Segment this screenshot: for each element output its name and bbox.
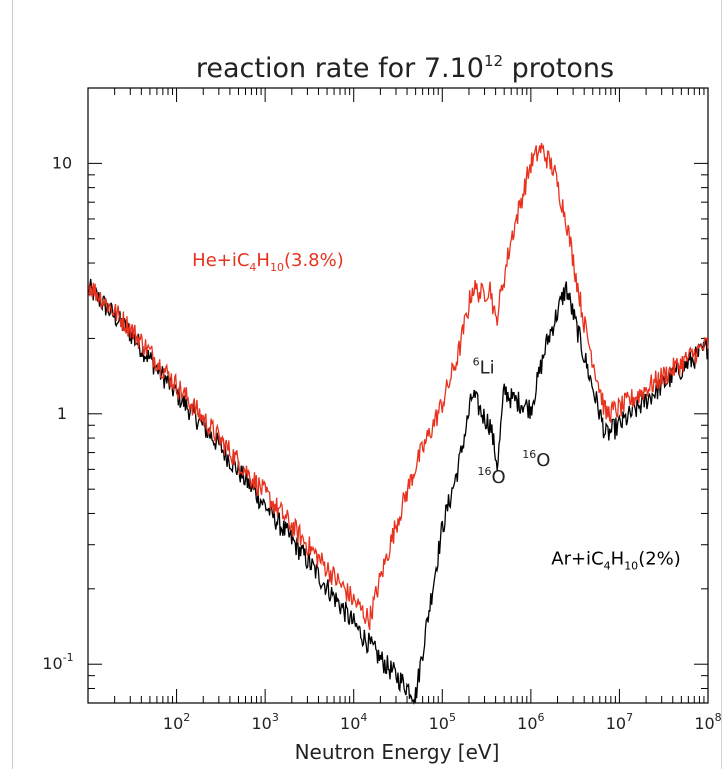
chart-annotation: Ar+iC4H10(2%) — [551, 549, 681, 573]
x-tick-label: 105 — [429, 711, 456, 733]
x-axis: 102 103 104 105 106 107 108 — [87, 88, 722, 733]
y-tick-label: 10-1 — [42, 651, 73, 673]
chart-title: reaction rate for 7.1012 protons — [196, 52, 614, 84]
y-tick-label: 10 — [52, 153, 72, 172]
x-axis-label: Neutron Energy [eV] — [295, 740, 500, 764]
chart-annotation: 16O — [522, 448, 550, 471]
annotation-layer: He+iC4H10(3.8%) Ar+iC4H10(2%) 6Li 16O 16O — [192, 250, 681, 573]
x-tick-label: 108 — [694, 711, 721, 733]
series-line — [87, 142, 709, 631]
chart-frame — [12, 0, 722, 769]
y-tick-label: 1 — [57, 404, 67, 423]
plot-area-border — [87, 87, 709, 704]
chart-annotation: 6Li — [473, 355, 495, 378]
x-tick-label: 106 — [517, 711, 544, 733]
series-line — [87, 278, 709, 705]
chart-annotation: 16O — [478, 465, 506, 488]
x-tick-label: 102 — [163, 711, 190, 733]
x-tick-label: 107 — [606, 711, 633, 733]
y-axis: 10-1 1 10 — [42, 87, 708, 704]
series-layer — [87, 142, 709, 705]
x-tick-label: 104 — [340, 711, 367, 733]
chart-annotation: He+iC4H10(3.8%) — [192, 250, 344, 274]
x-tick-label: 103 — [251, 711, 278, 733]
